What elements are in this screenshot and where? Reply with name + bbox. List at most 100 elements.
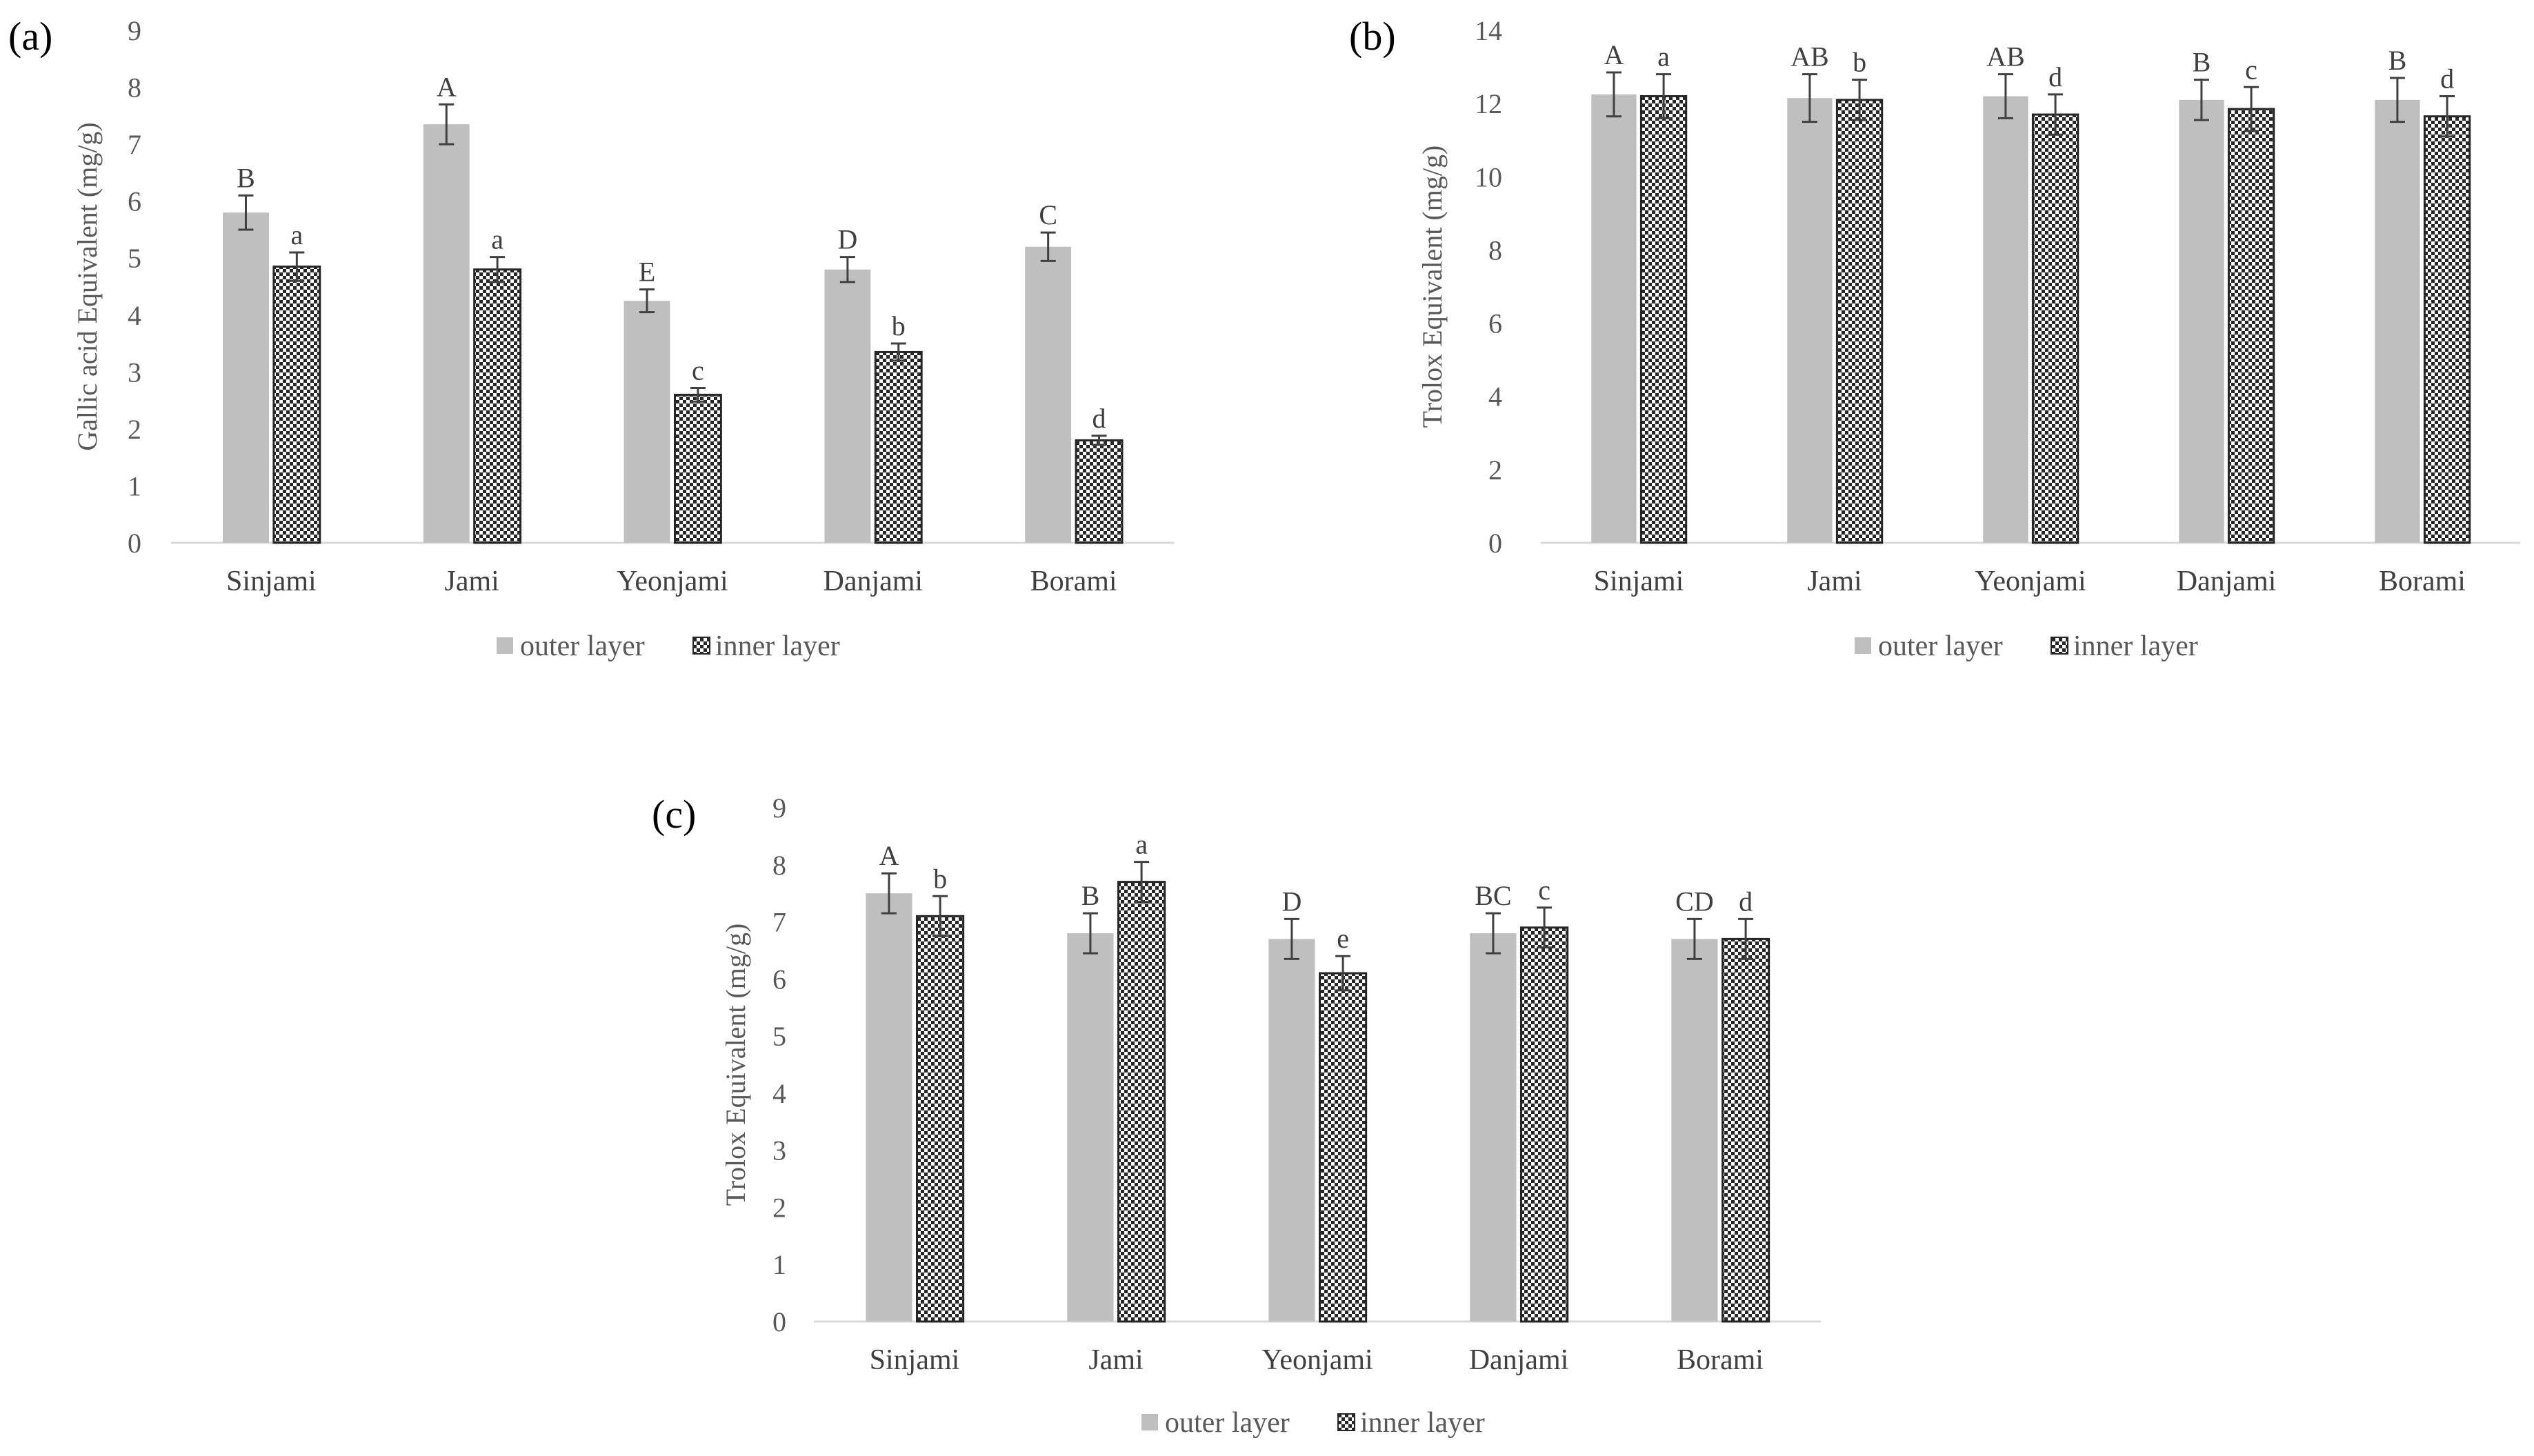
legend-swatch-inner [1337,1413,1355,1431]
significance-label: A [1604,39,1624,70]
inner-layer-bar [272,266,321,544]
significance-label: D [837,224,857,255]
significance-label: d [1093,403,1106,434]
outer-layer-bar [1268,939,1315,1322]
legend: outer layer inner layer [497,630,840,662]
outer-layer-bar [2375,99,2420,543]
inner-layer-bar [1835,99,1884,544]
x-category-label: Yeonjami [1261,1344,1373,1376]
x-category-label: Sinjami [1594,566,1684,597]
legend-swatch-inner [2051,637,2068,655]
significance-label: a [491,224,503,255]
x-category-label: Jami [445,566,499,597]
outer-layer-bar [1067,933,1114,1322]
significance-label: AB [1986,41,2025,72]
y-tick-label: 0 [128,528,141,559]
x-category-label: Danjami [823,566,923,597]
significance-label: a [1135,829,1148,860]
inner-layer-bar [2423,115,2471,544]
inner-layer-bar [673,393,722,544]
charts: (a) 0 1 2 3 4 5 6 7 8 9 Gallic acid Equivalent (mg/… [8,14,2520,1439]
significance-label: BC [1475,880,1511,911]
legend-label-inner: inner layer [1360,1407,1485,1439]
y-tick-label: 6 [772,964,786,995]
y-tick-label: 10 [1475,161,1502,192]
significance-label: E [639,257,655,288]
inner-layer-bar [1319,972,1368,1323]
legend-label-inner: inner layer [715,630,840,662]
inner-layer-bar [874,350,923,544]
outer-layer-bar [1787,98,1833,543]
inner-layer-bar [1075,439,1124,544]
outer-layer-bar [1671,939,1718,1322]
y-tick-label: 14 [1475,15,1502,46]
y-tick-label: 9 [772,792,786,824]
significance-label: C [1039,199,1057,230]
y-tick-label: 4 [128,300,141,331]
significance-label: b [933,863,947,894]
y-tick-label: 0 [772,1306,786,1337]
y-tick-label: 7 [128,129,141,160]
outer-layer-bar [2179,99,2224,543]
significance-label: B [1081,880,1100,911]
inner-layer-bar [916,915,965,1323]
inner-layer-bar [473,268,522,544]
y-tick-label: 2 [772,1192,786,1223]
outer-layer-bar [824,269,871,543]
y-tick-label: 4 [1488,381,1502,412]
x-category-label: Sinjami [870,1344,960,1376]
x-category-label: Jami [1088,1344,1143,1376]
significance-label: a [290,219,303,250]
y-tick-label: 5 [772,1021,786,1052]
significance-label: CD [1675,886,1714,917]
x-category-label: Yeonjami [1975,566,2086,597]
y-tick-label: 9 [128,15,141,46]
significance-label: B [2193,47,2211,78]
x-category-label: Yeonjami [617,566,728,597]
outer-layer-bar [1470,933,1517,1322]
panel-label: (c) [652,792,696,837]
legend: outer layer inner layer [1855,630,2198,662]
significance-label: b [892,310,906,341]
legend-swatch-inner [692,637,710,655]
significance-label: c [2245,54,2257,85]
legend-label-outer: outer layer [1165,1407,1290,1439]
chart-panel-2: (c) 0 1 2 3 4 5 6 7 8 9 Trolox Equivalent (mg/g) Ab S… [652,792,1821,1439]
significance-label: D [1281,886,1301,917]
y-tick-label: 8 [772,850,786,881]
outer-layer-bar [866,893,912,1322]
significance-label: A [879,840,899,871]
significance-label: e [1337,923,1349,954]
significance-label: B [237,162,255,193]
inner-layer-bar [2227,108,2275,544]
x-category-label: Sinjami [226,566,317,597]
outer-layer-bar [1025,246,1072,543]
y-tick-label: 5 [128,243,141,274]
legend-label-outer: outer layer [1878,630,2003,662]
legend-swatch-outer [1141,1414,1158,1430]
legend-swatch-outer [497,637,513,654]
y-tick-label: 7 [772,907,786,938]
significance-label: a [1657,41,1670,72]
significance-label: b [1853,47,1866,78]
y-axis-label: Gallic acid Equivalent (mg/g) [72,122,103,451]
chart-panel-1: (b) 0 2 4 6 8 10 12 14 Trolox Equivalent (mg/g) A a… [1349,14,2520,662]
y-tick-label: 4 [772,1078,786,1109]
inner-layer-bar [1639,95,1688,544]
panel-label: (a) [8,14,52,59]
y-tick-label: 2 [128,414,141,445]
inner-layer-bar [1722,937,1770,1323]
y-tick-label: 3 [772,1135,786,1166]
y-tick-label: 8 [1488,235,1502,266]
y-tick-label: 1 [772,1249,786,1280]
y-axis-label: Trolox Equivalent (mg/g) [1417,146,1448,428]
y-tick-label: 0 [1488,528,1502,559]
inner-layer-bar [1117,881,1166,1323]
legend-label-inner: inner layer [2073,630,2198,662]
inner-layer-bar [1520,926,1569,1323]
outer-layer-bar [1983,96,2028,543]
x-category-label: Jami [1807,566,1862,597]
outer-layer-bar [223,212,269,543]
chart-panel-0: (a) 0 1 2 3 4 5 6 7 8 9 Gallic acid Equivalent (mg/… [8,14,1174,662]
